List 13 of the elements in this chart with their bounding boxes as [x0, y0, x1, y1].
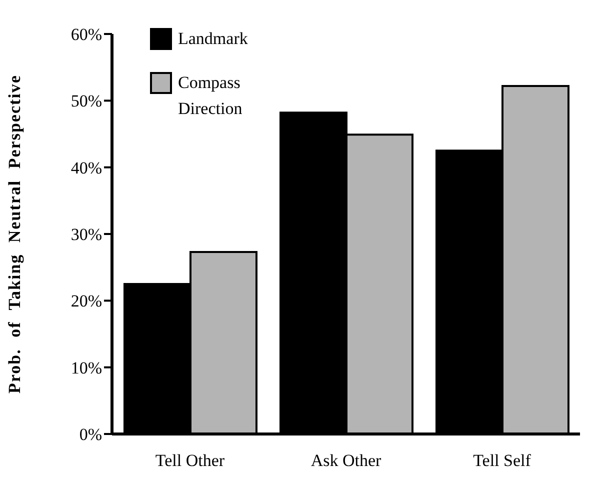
y-tick-label: 50% [70, 92, 102, 111]
y-tick-label: 60% [70, 25, 102, 44]
y-tick-label: 20% [70, 292, 102, 311]
y-tick-label: 30% [70, 225, 102, 244]
legend-label: Compass Direction [178, 72, 244, 120]
x-tick-label: Tell Self [473, 451, 532, 470]
y-tick-label: 40% [70, 158, 102, 178]
y-axis-title: Prob. of Taking Neutral Perspective [5, 74, 24, 394]
x-tick-label: Tell Other [155, 451, 225, 470]
x-tick-label: Ask Other [310, 451, 382, 470]
legend-label: Landmark [178, 28, 249, 50]
y-tick-label: 0% [79, 425, 102, 444]
y-tick-label: 10% [70, 358, 102, 378]
